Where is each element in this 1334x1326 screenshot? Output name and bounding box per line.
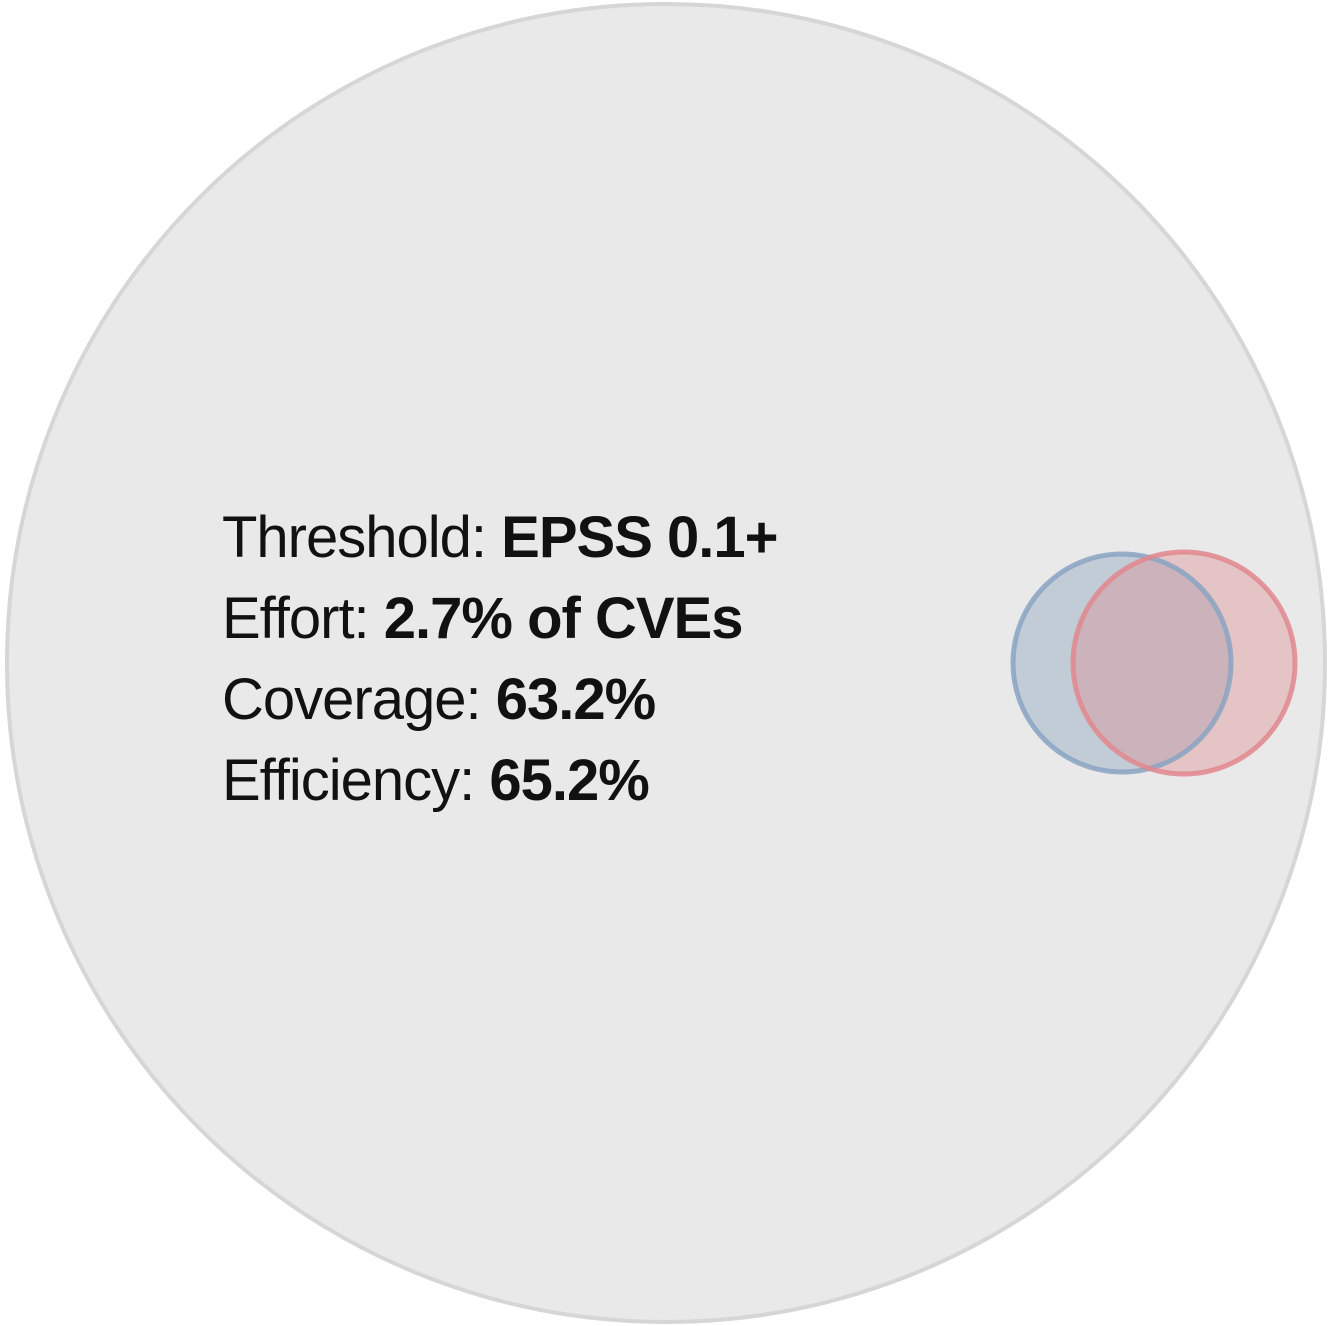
- coverage-value: 63.2%: [495, 667, 656, 732]
- all-cves-circle: [7, 4, 1325, 1322]
- prioritized-set-circle: [1013, 554, 1231, 772]
- efficiency-value: 65.2%: [489, 748, 649, 813]
- efficiency-label: Efficiency:: [222, 748, 475, 813]
- effort-value: 2.7% of CVEs: [383, 586, 744, 651]
- coverage-row: Coverage: 63.2%: [222, 659, 778, 740]
- coverage-label: Coverage:: [222, 667, 482, 732]
- stats-block: Threshold: EPSS 0.1+ Effort: 2.7% of CVE…: [222, 497, 779, 821]
- exploited-set-circle: [1073, 552, 1295, 774]
- efficiency-row: Efficiency: 65.2%: [222, 740, 778, 821]
- threshold-label: Threshold:: [222, 505, 487, 570]
- threshold-row: Threshold: EPSS 0.1+: [222, 497, 779, 578]
- exploited-set-outline: [1070, 549, 1298, 777]
- effort-label: Effort:: [222, 586, 370, 651]
- all-cves-circle-outline: [5, 2, 1327, 1324]
- prioritized-set-outline: [1010, 551, 1234, 775]
- threshold-value: EPSS 0.1+: [501, 505, 778, 570]
- effort-row: Effort: 2.7% of CVEs: [222, 578, 778, 659]
